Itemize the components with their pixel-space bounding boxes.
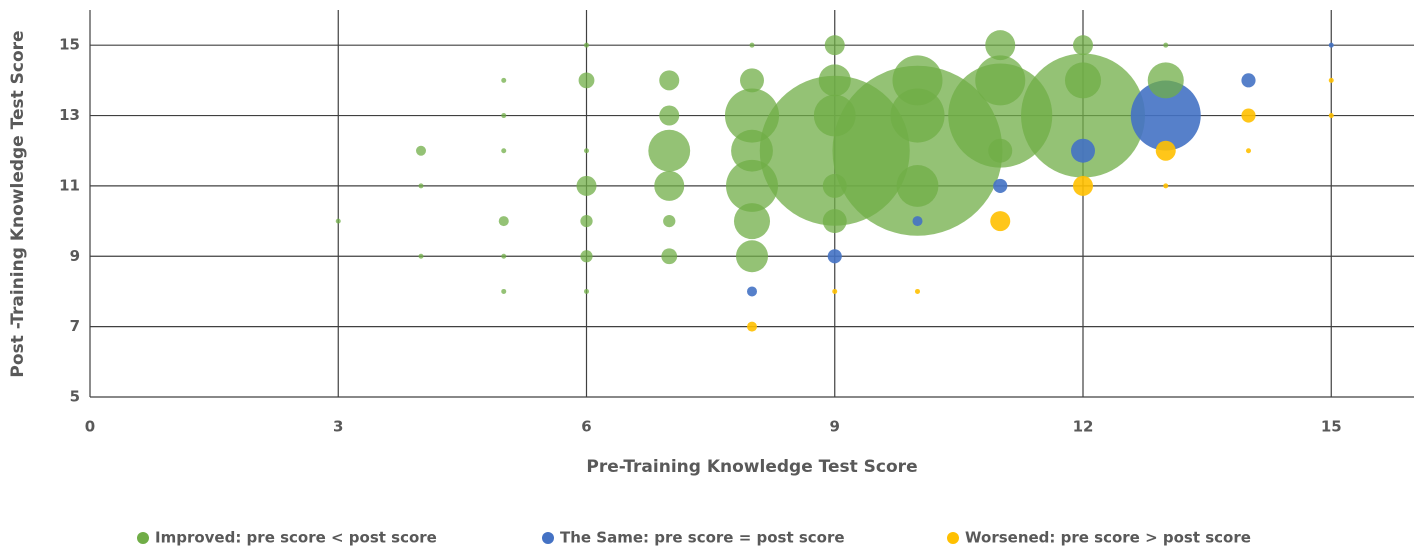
bubble	[663, 214, 676, 228]
legend-marker	[542, 532, 554, 544]
bubble	[576, 175, 597, 196]
bubble	[724, 88, 780, 143]
bubble	[501, 148, 507, 154]
bubble	[1328, 42, 1334, 48]
bubble	[912, 216, 923, 227]
y-tick-label: 9	[70, 247, 80, 265]
bubble	[416, 145, 426, 156]
bubble	[890, 88, 945, 143]
bubble	[501, 113, 507, 119]
bubble	[1241, 73, 1256, 88]
bubble	[822, 209, 847, 234]
bubble	[827, 249, 842, 264]
legend-label: Improved: pre score < post score	[155, 529, 437, 547]
bubble	[584, 288, 589, 294]
bubble	[747, 321, 757, 332]
bubble	[1328, 77, 1334, 83]
bubble	[648, 129, 691, 172]
bubble	[659, 70, 680, 91]
bubble	[661, 248, 678, 265]
y-tick-label: 5	[70, 388, 80, 406]
bubble	[1147, 62, 1184, 99]
bubble	[747, 286, 757, 297]
bubble	[1064, 62, 1102, 99]
legend-label: The Same: pre score = post score	[560, 529, 845, 547]
bubble	[749, 42, 755, 48]
bubble	[654, 170, 685, 201]
bubble	[975, 55, 1026, 106]
bubble	[832, 288, 838, 294]
bubble	[1073, 175, 1093, 196]
bubble	[580, 214, 593, 228]
bubble	[501, 288, 507, 294]
y-axis-title: Post -Training Knowledge Test Score	[8, 30, 28, 377]
bubble	[735, 240, 769, 273]
bubble	[759, 75, 910, 226]
bubble	[733, 203, 771, 240]
bubble	[1328, 113, 1334, 119]
y-tick-label: 15	[59, 36, 80, 54]
bubble	[731, 129, 773, 172]
x-tick-label: 0	[85, 418, 95, 436]
bubble	[1241, 108, 1256, 123]
bubble	[584, 148, 589, 154]
y-tick-label: 7	[70, 317, 80, 335]
bubble	[584, 42, 589, 48]
bubble	[1246, 148, 1251, 154]
bubble	[822, 173, 847, 198]
x-tick-label: 9	[830, 418, 840, 436]
legend-marker	[137, 532, 149, 544]
bubble	[578, 72, 595, 89]
legend-label: Worsened: pre score > post score	[965, 529, 1251, 547]
bubble	[813, 94, 856, 137]
bubble	[726, 159, 778, 212]
bubble	[915, 288, 920, 294]
y-tick-label: 11	[59, 176, 80, 194]
legend-marker	[947, 532, 959, 544]
bubble	[1071, 138, 1095, 163]
bubble	[418, 183, 424, 189]
bubble	[1130, 80, 1201, 151]
bubble	[1021, 53, 1145, 178]
bubble	[418, 253, 424, 259]
bubble	[1155, 140, 1176, 161]
bubble	[990, 211, 1011, 232]
x-tick-label: 6	[581, 418, 591, 436]
bubble	[740, 68, 764, 93]
bubble	[824, 35, 845, 56]
x-tick-label: 15	[1321, 418, 1342, 436]
bubble	[988, 138, 1013, 163]
bubble	[1073, 35, 1093, 56]
bubble	[498, 216, 509, 227]
bubble	[892, 55, 943, 106]
bubble	[580, 250, 593, 263]
x-axis-title: Pre-Training Knowledge Test Score	[586, 457, 917, 477]
bubble	[948, 63, 1053, 168]
bubble	[985, 30, 1016, 61]
bubble	[1163, 183, 1169, 189]
y-tick-label: 13	[59, 106, 80, 124]
bubble	[501, 77, 507, 83]
bubble	[659, 105, 680, 126]
bubble	[1163, 42, 1169, 48]
bubble	[896, 164, 939, 207]
bubble	[993, 178, 1008, 193]
bubble	[335, 218, 341, 224]
x-tick-label: 12	[1073, 418, 1094, 436]
x-tick-label: 3	[333, 418, 343, 436]
bubble	[501, 253, 507, 259]
bubble	[818, 64, 851, 97]
